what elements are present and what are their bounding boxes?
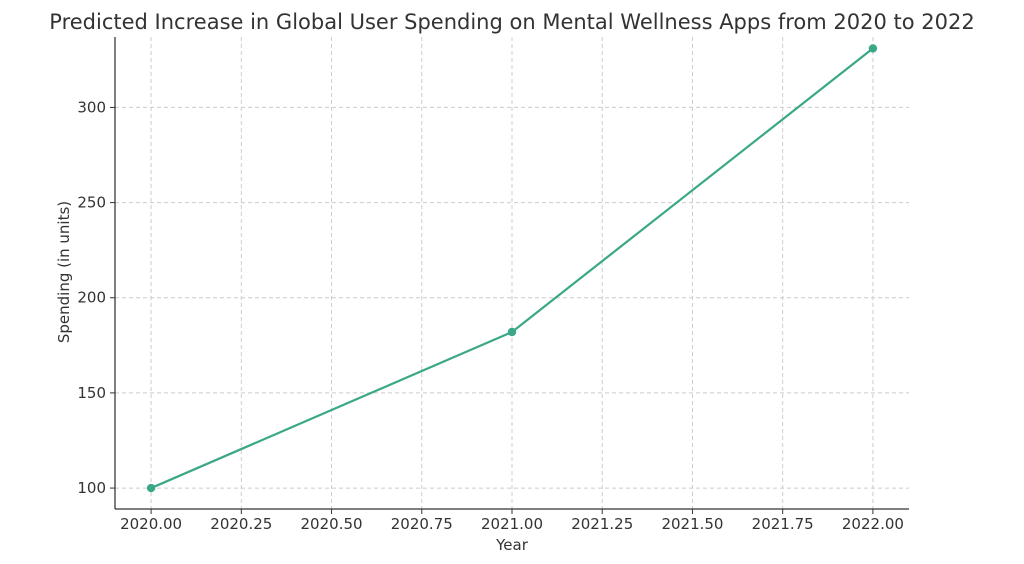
y-tick-label: 100 bbox=[77, 479, 106, 497]
x-tick-label: 2021.00 bbox=[481, 515, 543, 533]
y-tick-label: 150 bbox=[77, 384, 106, 402]
x-tick-label: 2021.50 bbox=[661, 515, 723, 533]
x-axis-label: Year bbox=[495, 536, 529, 554]
y-tick-label: 300 bbox=[77, 98, 106, 116]
tick-marks: 2020.00 2020.25 2020.50 2020.75 2021.00 2021.… bbox=[77, 98, 904, 533]
data-point bbox=[868, 44, 878, 53]
series bbox=[146, 44, 878, 493]
x-tick-label: 2020.50 bbox=[301, 515, 363, 533]
grid-lines bbox=[115, 37, 909, 509]
y-tick-label: 250 bbox=[77, 194, 106, 212]
x-tick-label: 2022.00 bbox=[842, 515, 904, 533]
x-tick-label: 2020.25 bbox=[210, 515, 272, 533]
y-axis-label: Spending (in units) bbox=[55, 201, 73, 343]
chart-title: Predicted Increase in Global User Spendi… bbox=[49, 10, 974, 34]
data-point bbox=[146, 483, 156, 493]
x-tick-label: 2020.75 bbox=[391, 515, 453, 533]
y-tick-label: 200 bbox=[77, 289, 106, 307]
x-tick-label: 2020.00 bbox=[120, 515, 182, 533]
x-tick-label: 2021.75 bbox=[752, 515, 814, 533]
data-point bbox=[507, 327, 517, 337]
x-tick-label: 2021.25 bbox=[571, 515, 633, 533]
